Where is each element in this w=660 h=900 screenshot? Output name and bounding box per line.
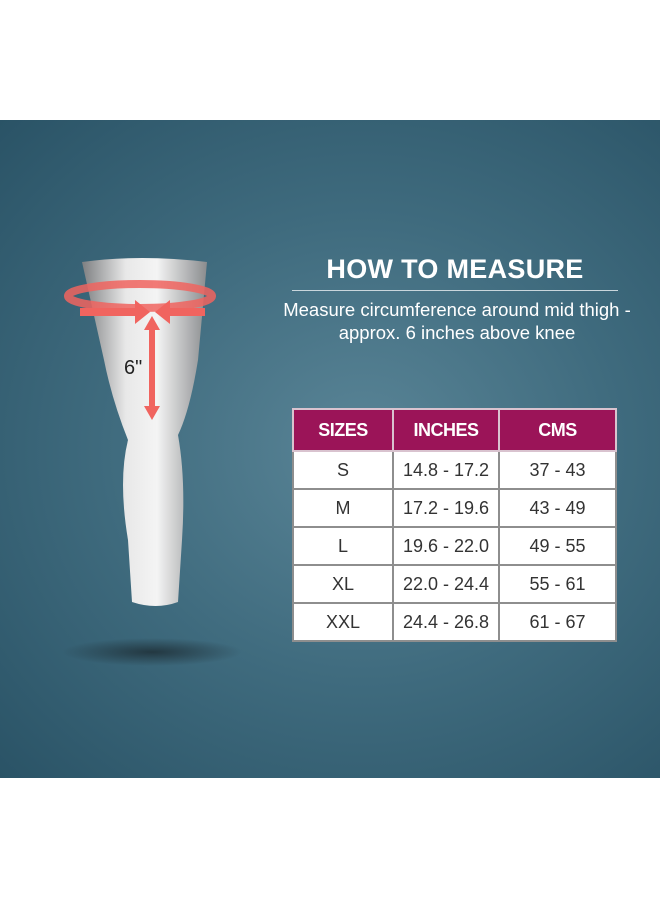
table-row: XL 22.0 - 24.4 55 - 61: [292, 564, 617, 604]
table-row: S 14.8 - 17.2 37 - 43: [292, 450, 617, 490]
table-header: SIZES INCHES CMS: [292, 408, 617, 452]
arrow-right-icon: [80, 300, 150, 324]
inches-cell: 24.4 - 26.8: [392, 602, 500, 642]
size-cell: XL: [292, 564, 394, 604]
cms-cell: 61 - 67: [498, 602, 617, 642]
size-cell: M: [292, 488, 394, 528]
divider: [292, 290, 618, 291]
vertical-arrow-icon: [144, 316, 160, 420]
header-cms: CMS: [498, 408, 617, 452]
shadow: [62, 638, 242, 666]
header-inches: INCHES: [392, 408, 500, 452]
table-row: M 17.2 - 19.6 43 - 49: [292, 488, 617, 528]
inches-cell: 17.2 - 19.6: [392, 488, 500, 528]
size-cell: S: [292, 450, 394, 490]
cms-cell: 55 - 61: [498, 564, 617, 604]
arrow-left-icon: [155, 300, 205, 324]
measurement-label: 6": [124, 357, 142, 379]
leg-shape: [82, 258, 207, 606]
leg-illustration: 6": [62, 258, 242, 666]
size-cell: L: [292, 526, 394, 566]
inches-cell: 19.6 - 22.0: [392, 526, 500, 566]
table-row: XXL 24.4 - 26.8 61 - 67: [292, 602, 617, 642]
instruction-text: Measure circumference around mid thigh -…: [283, 299, 631, 343]
heading: HOW TO MEASURE: [326, 254, 584, 284]
size-table: SIZES INCHES CMS S 14.8 - 17.2 37 - 43 M 17…: [292, 408, 617, 642]
inches-cell: 14.8 - 17.2: [392, 450, 500, 490]
size-cell: XXL: [292, 602, 394, 642]
table-row: L 19.6 - 22.0 49 - 55: [292, 526, 617, 566]
inches-cell: 22.0 - 24.4: [392, 564, 500, 604]
cms-cell: 37 - 43: [498, 450, 617, 490]
cms-cell: 43 - 49: [498, 488, 617, 528]
header-sizes: SIZES: [292, 408, 394, 452]
cms-cell: 49 - 55: [498, 526, 617, 566]
